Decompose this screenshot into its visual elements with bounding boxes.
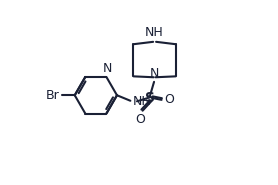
Text: N: N — [150, 67, 159, 80]
Text: O: O — [165, 93, 175, 106]
Text: NH: NH — [145, 26, 164, 39]
Text: NH: NH — [133, 95, 151, 108]
Text: O: O — [135, 113, 145, 126]
Text: Br: Br — [45, 89, 59, 102]
Text: S: S — [145, 91, 155, 105]
Text: N: N — [103, 62, 112, 75]
